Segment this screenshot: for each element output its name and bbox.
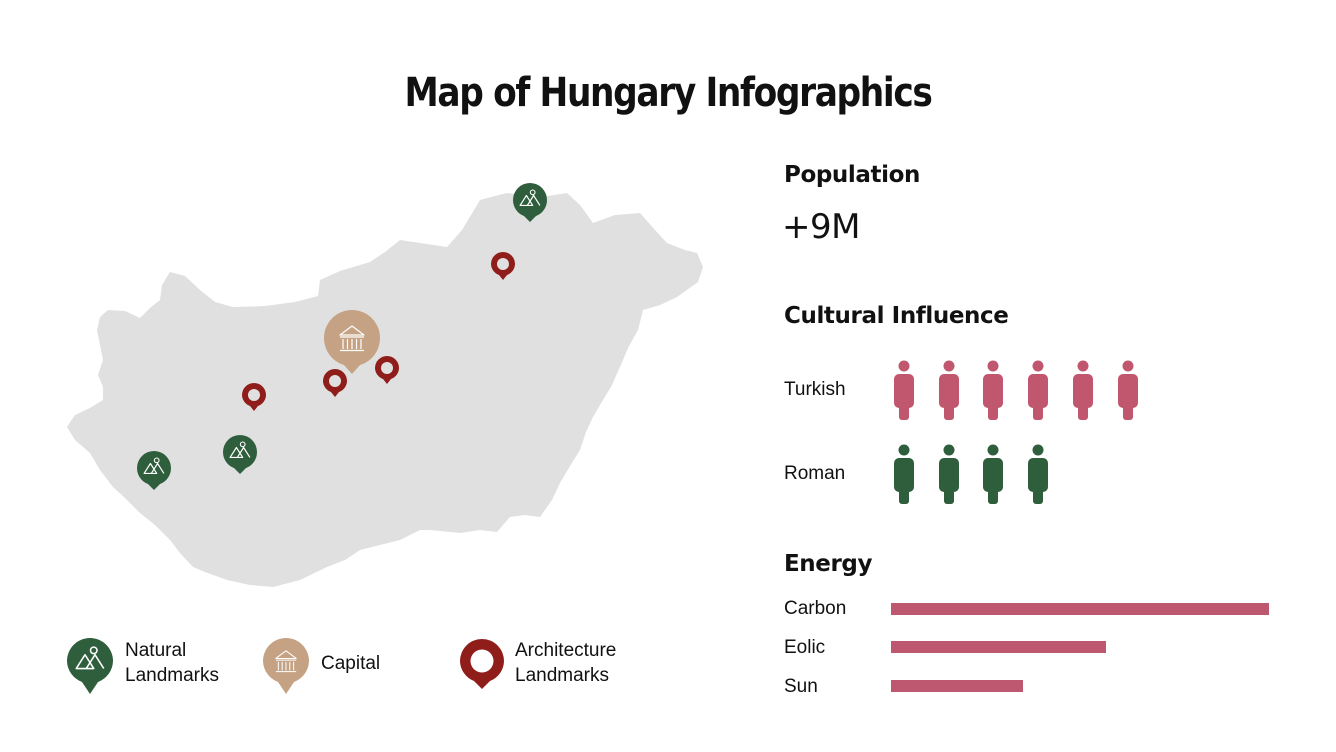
marker-natural-west-center[interactable] xyxy=(222,435,258,474)
person-icon xyxy=(1028,360,1048,420)
marker-capital-budapest[interactable] xyxy=(323,310,381,374)
legend-architecture-label: Architecture Landmarks xyxy=(515,638,616,688)
legend-architecture-line2: Landmarks xyxy=(515,665,609,686)
energy-label-sun: Sun xyxy=(784,676,818,697)
legend-natural-line1: Natural xyxy=(125,640,187,661)
energy-bar-sun xyxy=(891,680,1024,692)
person-icon xyxy=(1028,444,1048,504)
person-icon xyxy=(939,360,959,420)
legend-natural-label: Natural Landmarks xyxy=(125,638,219,688)
marker-architecture-east-budapest[interactable] xyxy=(375,356,399,384)
marker-natural-southwest[interactable] xyxy=(136,451,172,490)
roman-pictogram xyxy=(894,444,1048,504)
energy-bar-carbon xyxy=(891,603,1269,615)
legend-architecture-line1: Architecture xyxy=(515,640,617,661)
population-heading: Population xyxy=(784,162,920,188)
person-icon xyxy=(1118,360,1138,420)
person-icon xyxy=(894,444,914,504)
energy-bar-eolic xyxy=(891,641,1107,653)
person-icon xyxy=(1073,360,1093,420)
marker-architecture-budapest[interactable] xyxy=(323,369,347,397)
population-value: +9M xyxy=(782,207,860,247)
page-title: Map of Hungary Infographics xyxy=(404,70,933,116)
person-icon xyxy=(983,444,1003,504)
energy-label-eolic: Eolic xyxy=(784,637,826,658)
turkish-label: Turkish xyxy=(784,379,846,400)
marker-architecture-west[interactable] xyxy=(242,383,266,411)
person-icon xyxy=(983,360,1003,420)
legend-capital-label: Capital xyxy=(321,653,381,674)
roman-label: Roman xyxy=(784,463,846,484)
marker-architecture-northeast[interactable] xyxy=(491,252,515,280)
hungary-outline xyxy=(67,193,703,587)
energy-heading: Energy xyxy=(784,551,873,577)
energy-label-carbon: Carbon xyxy=(784,598,847,619)
legend-architecture-icon xyxy=(460,639,504,689)
legend-natural-line2: Landmarks xyxy=(125,665,219,686)
cultural-influence-heading: Cultural Influence xyxy=(784,303,1009,329)
legend-capital-icon xyxy=(263,638,309,694)
turkish-pictogram xyxy=(894,360,1138,420)
person-icon xyxy=(939,444,959,504)
legend-natural-icon xyxy=(67,638,113,694)
person-icon xyxy=(894,360,914,420)
marker-natural-north[interactable] xyxy=(512,183,548,222)
